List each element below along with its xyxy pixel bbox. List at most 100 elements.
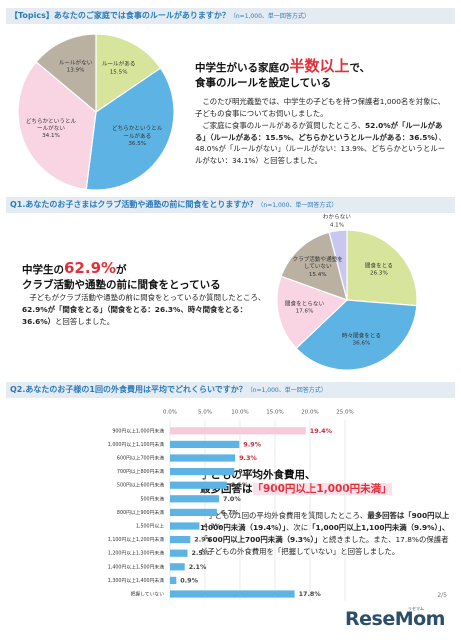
paragraph-text: 62.9%が「間食をとる」（間食をとる：26.3%、時々間食をとる：36.6%）: [22, 304, 247, 326]
pie-slice: [85, 67, 175, 191]
y-tick-label: 1,400円以上1,500円未満: [108, 563, 164, 570]
headline-text: 中学生がいる家庭の: [195, 62, 290, 74]
chart-svg: 0.0% 5.0% 10.0% 15.0% 20.0% 25.0% 900円以上1,000円…: [108, 410, 354, 601]
y-tick-label: 600円以上700円未満: [117, 455, 164, 462]
pie-label: ルールがない 13.9%: [50, 61, 102, 76]
pie-label-name: クラブ活動や通塾をしていない: [292, 257, 343, 271]
logo-sub: リセマム: [408, 606, 424, 611]
paragraph-text: ご家庭に食事のルールがあるか質問したところ、: [202, 120, 365, 130]
headline-text: 食事のルールを設定している: [195, 77, 332, 90]
section-header: 【Topics】あなたのご家庭では食事のルールがありますか？（n=1,000、単…: [6, 8, 455, 24]
pie-label-name: ルールがない: [58, 60, 93, 67]
value-label: 9.2%: [238, 468, 256, 476]
pie-label-value: 13.9%: [66, 68, 85, 75]
headline-text: が: [116, 264, 127, 276]
chart-svg: [276, 229, 418, 371]
pie-slice: [295, 299, 418, 371]
body-text: このたび明光義塾では、中学生の子どもを持つ保護者1,000名を対象に、子どもの食…: [195, 96, 447, 167]
header-note: （n=1,000、単一回答方式）: [257, 202, 338, 209]
bar: [170, 536, 191, 544]
pie-label-name: どちらかというとルールがない: [25, 118, 77, 133]
value-label: 17.8%: [299, 590, 322, 598]
y-tick-label: 1,100円以上1,200円未満: [108, 536, 164, 543]
pie-label-name: ルールがある: [101, 61, 136, 68]
pie-label: 間食をとらない 17.6%: [279, 302, 331, 317]
pie-label-value: 4.1%: [329, 222, 345, 229]
bar: [170, 481, 227, 489]
y-tick-label: 把握していない: [131, 591, 165, 598]
pie-label-value: 36.6%: [352, 340, 371, 347]
headline-line: 中学生がいる家庭の半数以上で、: [195, 56, 453, 76]
paragraph-text: と回答しました。: [55, 316, 115, 326]
value-label: 6.7%: [221, 508, 239, 516]
paragraph: ご家庭に食事のルールがあるか質問したところ、52.0%が「ルールがある」（ルール…: [195, 120, 447, 167]
pie-label-name: どちらかというとルールがある: [112, 126, 163, 140]
pie-slice: [280, 231, 348, 301]
chart: 0.0% 5.0% 10.0% 15.0% 20.0% 25.0% 900円以上1,000円…: [0, 402, 360, 602]
pie-slice: [17, 61, 97, 191]
bar: [170, 440, 240, 448]
y-tick-label: 500円未満: [140, 495, 164, 502]
x-tick-label: 0.0%: [163, 410, 177, 416]
pie-label-value: 15.5%: [109, 69, 128, 76]
paragraph-text: 、48.0%が「ルールがない」（ルールがない：13.9%、どちらかというとルール…: [195, 132, 446, 166]
bar: [170, 495, 219, 503]
headline-text: 半数以上: [289, 57, 350, 75]
value-label: 19.4%: [310, 427, 333, 435]
y-tick-label: 700円以上800円未満: [117, 468, 164, 475]
pie-label: クラブ活動や通塾をしていない 15.4%: [292, 257, 344, 279]
paragraph: 子どもがクラブ活動や通塾の前に間食をとっているか質問したところ、 62.9%が「間…: [22, 292, 272, 328]
pie-label-value: 26.3%: [370, 270, 388, 277]
y-tick-label: 1,500円以上: [136, 523, 164, 530]
pie-label: 間食をとる 26.3%: [353, 263, 405, 278]
pie-label: どちらかというとルールがある 36.5%: [111, 126, 163, 148]
bar: [170, 549, 188, 557]
pie-slice: [346, 229, 418, 307]
bar: [170, 590, 295, 598]
x-tick-label: 25.0%: [336, 410, 353, 416]
chart: ルールがある 15.5% どちらかというとルールがある 36.5% どちらかというとルー…: [6, 28, 186, 196]
y-tick-label: 1,200円以上1,300円未満: [108, 550, 164, 557]
headline-text: 62.9%: [64, 259, 117, 277]
y-tick-label: 500円以上600円未満: [117, 482, 164, 489]
paragraph-text: 、次に: [285, 522, 309, 532]
paragraph: このたび明光義塾では、中学生の子どもを持つ保護者1,000名を対象に、子どもの食…: [195, 96, 447, 120]
y-tick-label: 1,300円以上1,400円未満: [108, 577, 164, 584]
pie-label-name: 間食をとらない: [284, 301, 325, 308]
paragraph-text: 子どもの1回の平均外食費用を質問したところ、: [207, 511, 368, 520]
headline-text: 「900円以上1,000円未満」: [252, 483, 392, 496]
pie-slice: [35, 33, 97, 114]
body-text: 子どもがクラブ活動や通塾の前に間食をとっているか質問したところ、 62.9%が「間…: [22, 292, 272, 328]
paragraph-text: 子どもがクラブ活動や通塾の前に間食をとっているか質問したところ、: [29, 293, 266, 302]
pie-label: どちらかというとルールがない 34.1%: [25, 119, 77, 141]
x-tick-label: 5.0%: [198, 410, 212, 416]
paragraph-text: と続きました。また、17.8%の保護者が子どもの外食費用を「把握していない」と回…: [200, 534, 449, 556]
page-number: 2/5: [437, 592, 447, 599]
bar: [170, 522, 200, 530]
bar: [170, 563, 185, 571]
bar: [170, 468, 235, 476]
bar: [170, 427, 306, 435]
bar: [170, 508, 217, 516]
pie-label: ルールがある 15.5%: [93, 62, 145, 77]
y-tick-label: 900円以上1,000円未満: [112, 427, 164, 434]
pie-label-value: 17.6%: [295, 308, 314, 315]
x-tick-label: 15.0%: [266, 410, 283, 416]
header-title: Q2.あなたのお子様の1回の外食費用は平均でどれくらいですか？: [10, 385, 247, 394]
paragraph-text: このたび明光義塾では、中学生の子どもを持つ保護者1,000名を対象に、子どもの食…: [195, 97, 446, 118]
value-label: 2.5%: [192, 549, 210, 557]
chart: 間食をとる 26.3% 時々間食をとる 36.6% 間食をとらない 17.6% クラブ活動や…: [272, 214, 458, 378]
bar: [170, 454, 236, 462]
y-tick-label: 1,000円以上1,100円未満: [108, 441, 164, 448]
x-tick-label: 10.0%: [231, 410, 248, 416]
headline-line: 食事のルールを設定している: [195, 76, 453, 90]
y-tick-label: 800円以上900円未満: [117, 509, 164, 516]
paragraph-text: 「1,000円以上1,100円未満（9.9%）」、「600円以上700円未満（9…: [200, 522, 450, 544]
x-tick-label: 20.0%: [301, 410, 318, 416]
headline-line: 中学生の62.9%が: [22, 258, 272, 278]
value-label: 2.9%: [194, 536, 212, 544]
header-title: 【Topics】あなたのご家庭では食事のルールがありますか？: [10, 11, 230, 20]
value-label: 2.1%: [189, 563, 207, 571]
pie-label-value: 15.4%: [308, 271, 327, 278]
